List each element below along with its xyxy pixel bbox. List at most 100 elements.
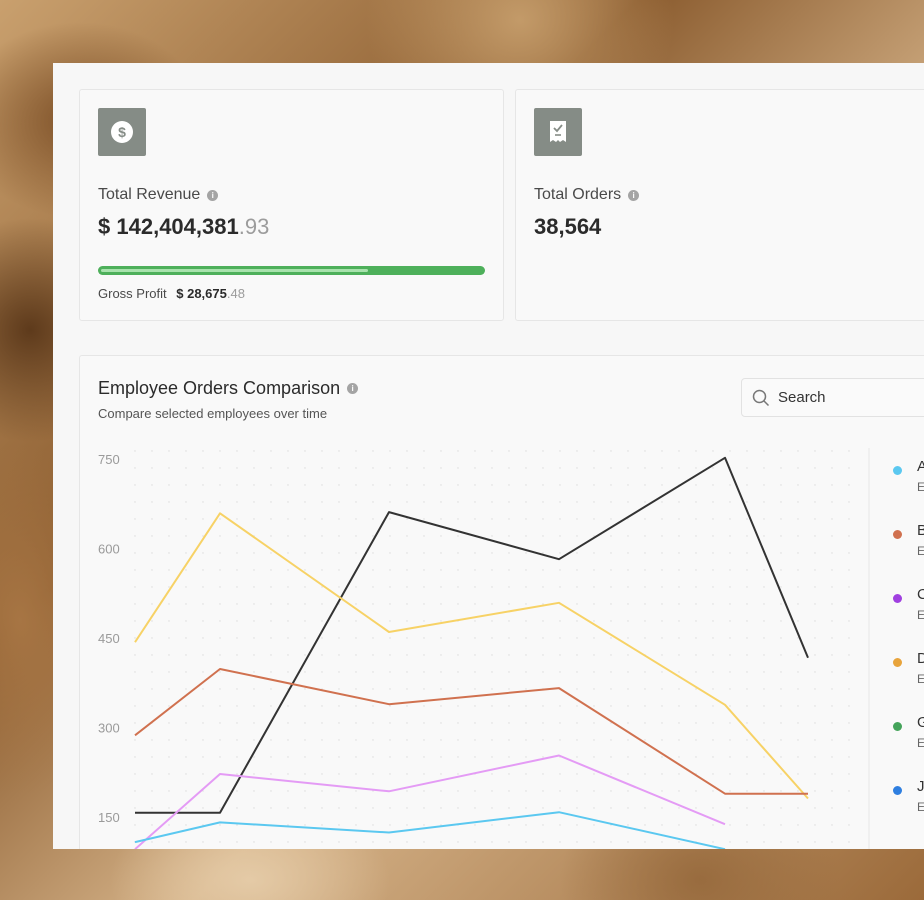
grid-dot <box>491 552 493 554</box>
grid-dot <box>389 722 391 724</box>
grid-dot <box>525 518 527 520</box>
grid-dot <box>593 484 595 486</box>
grid-dot <box>202 620 204 622</box>
grid-dot <box>338 535 340 537</box>
grid-dot <box>763 807 765 809</box>
grid-dot <box>134 790 136 792</box>
grid-dot <box>661 467 663 469</box>
grid-dot <box>406 484 408 486</box>
grid-dot <box>457 637 459 639</box>
grid-dot <box>338 620 340 622</box>
grid-dot <box>746 518 748 520</box>
grid-dot <box>202 739 204 741</box>
grid-dot <box>406 654 408 656</box>
grid-dot <box>304 739 306 741</box>
grid-dot <box>729 824 731 826</box>
grid-dot <box>661 722 663 724</box>
grid-dot <box>644 807 646 809</box>
grid-dot <box>202 535 204 537</box>
grid-dot <box>389 535 391 537</box>
grid-dot <box>729 535 731 537</box>
grid-dot <box>134 620 136 622</box>
grid-dot <box>321 620 323 622</box>
grid-dot <box>253 773 255 775</box>
grid-dot <box>780 552 782 554</box>
grid-dot <box>389 467 391 469</box>
grid-dot <box>270 807 272 809</box>
series-line-1[interactable] <box>134 512 809 800</box>
grid-dot <box>355 807 357 809</box>
grid-dot <box>338 450 340 452</box>
grid-dot <box>831 552 833 554</box>
chart-title: Employee Orders Comparison i <box>98 378 359 399</box>
grid-dot <box>440 603 442 605</box>
grid-dot <box>814 688 816 690</box>
series-line-3[interactable] <box>134 754 726 850</box>
grid-dot <box>321 450 323 452</box>
grid-dot <box>763 518 765 520</box>
grid-dot <box>134 586 136 588</box>
grid-dot <box>287 603 289 605</box>
grid-dot <box>848 637 850 639</box>
grid-dot <box>134 824 136 826</box>
grid-dot <box>406 552 408 554</box>
grid-dot <box>304 841 306 843</box>
series-line-0[interactable] <box>135 456 809 814</box>
grid-dot <box>644 586 646 588</box>
grid-dot <box>406 450 408 452</box>
grid-dot <box>185 535 187 537</box>
grid-dot <box>338 501 340 503</box>
grid-dot <box>559 552 561 554</box>
grid-dot <box>372 756 374 758</box>
grid-dot <box>406 501 408 503</box>
grid-dot <box>202 552 204 554</box>
info-icon[interactable]: i <box>207 189 219 201</box>
total-revenue-label-text: Total Revenue <box>98 186 201 203</box>
grid-dot <box>848 467 850 469</box>
grid-dot <box>270 841 272 843</box>
grid-dot <box>185 654 187 656</box>
grid-dot <box>202 450 204 452</box>
grid-dot <box>134 739 136 741</box>
grid-dot <box>423 586 425 588</box>
info-icon[interactable]: i <box>347 383 359 394</box>
grid-dot <box>661 773 663 775</box>
grid-dot <box>661 756 663 758</box>
grid-dot <box>559 654 561 656</box>
grid-dot <box>763 739 765 741</box>
grid-dot <box>610 450 612 452</box>
grid-dot <box>202 637 204 639</box>
grid-dot <box>151 552 153 554</box>
grid-dot <box>814 620 816 622</box>
grid-dot <box>576 671 578 673</box>
info-icon[interactable]: i <box>628 189 640 201</box>
grid-dot <box>542 841 544 843</box>
grid-dot <box>831 654 833 656</box>
grid-dot <box>321 756 323 758</box>
grid-dot <box>797 467 799 469</box>
grid-dot <box>814 671 816 673</box>
grid-dot <box>457 603 459 605</box>
grid-dot <box>848 841 850 843</box>
grid-dot <box>763 654 765 656</box>
grid-dot <box>440 722 442 724</box>
grid-dot <box>712 518 714 520</box>
grid-dot <box>440 518 442 520</box>
grid-dot <box>321 569 323 571</box>
grid-dot <box>474 450 476 452</box>
grid-dot <box>406 722 408 724</box>
grid-dot <box>508 518 510 520</box>
grid-dot <box>253 739 255 741</box>
series-line-4[interactable] <box>134 811 726 849</box>
search-input[interactable]: Search <box>741 378 924 417</box>
grid-dot <box>151 773 153 775</box>
grid-dot <box>321 671 323 673</box>
grid-dot <box>457 569 459 571</box>
grid-dot <box>848 790 850 792</box>
grid-dot <box>780 586 782 588</box>
grid-dot <box>746 603 748 605</box>
series-line-2[interactable] <box>134 668 808 795</box>
grid-dot <box>389 807 391 809</box>
grid-dot <box>134 671 136 673</box>
grid-dot <box>797 569 799 571</box>
